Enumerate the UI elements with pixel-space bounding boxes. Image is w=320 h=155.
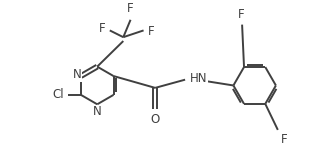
Text: N: N <box>93 105 101 118</box>
Text: N: N <box>73 68 82 81</box>
Text: HN: HN <box>190 72 207 85</box>
Text: F: F <box>99 22 106 35</box>
Text: F: F <box>148 25 154 38</box>
Text: O: O <box>150 113 160 126</box>
Text: Cl: Cl <box>53 88 65 101</box>
Text: F: F <box>127 2 134 15</box>
Text: F: F <box>238 8 244 21</box>
Text: F: F <box>281 133 287 146</box>
